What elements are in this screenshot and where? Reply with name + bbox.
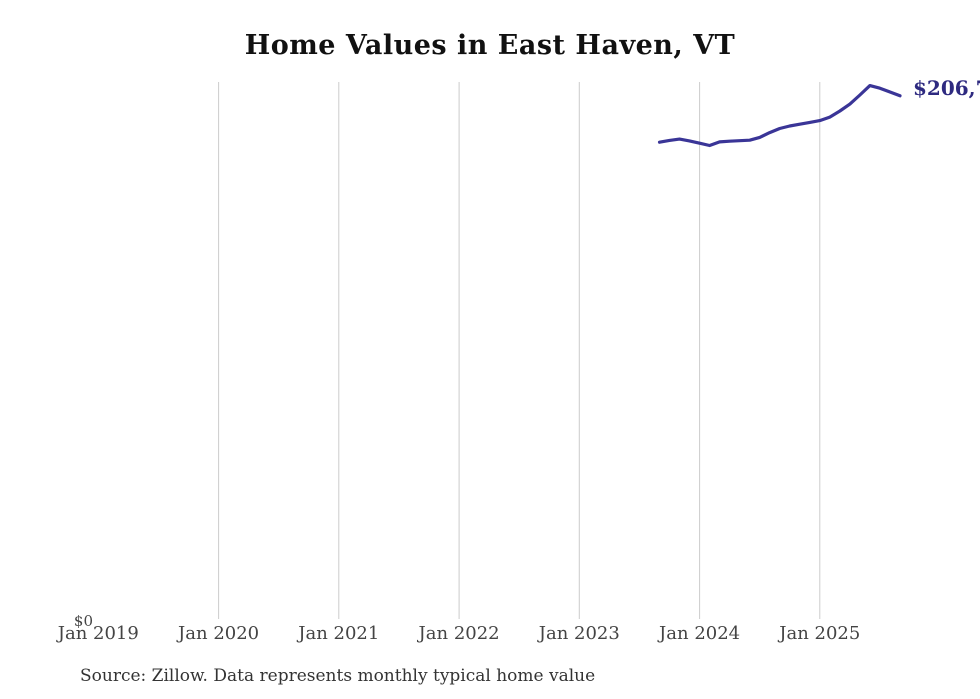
x-axis-tick-label: Jan 2022	[418, 623, 500, 644]
last-value-label: $206,711	[913, 76, 980, 100]
x-axis-tick-label: Jan 2019	[57, 623, 139, 644]
y-axis-zero-label: $0	[73, 612, 93, 630]
source-note: Source: Zillow. Data represents monthly …	[80, 666, 596, 686]
home-value-line	[657, 84, 902, 148]
x-axis-tick-label: Jan 2025	[779, 623, 861, 644]
chart-title: Home Values in East Haven, VT	[244, 30, 736, 61]
x-axis-tick-label: Jan 2021	[298, 623, 380, 644]
x-axis-tick-label: Jan 2020	[178, 623, 260, 644]
x-axis-tick-label: Jan 2024	[659, 623, 741, 644]
x-axis-tick-label: Jan 2023	[538, 623, 620, 644]
